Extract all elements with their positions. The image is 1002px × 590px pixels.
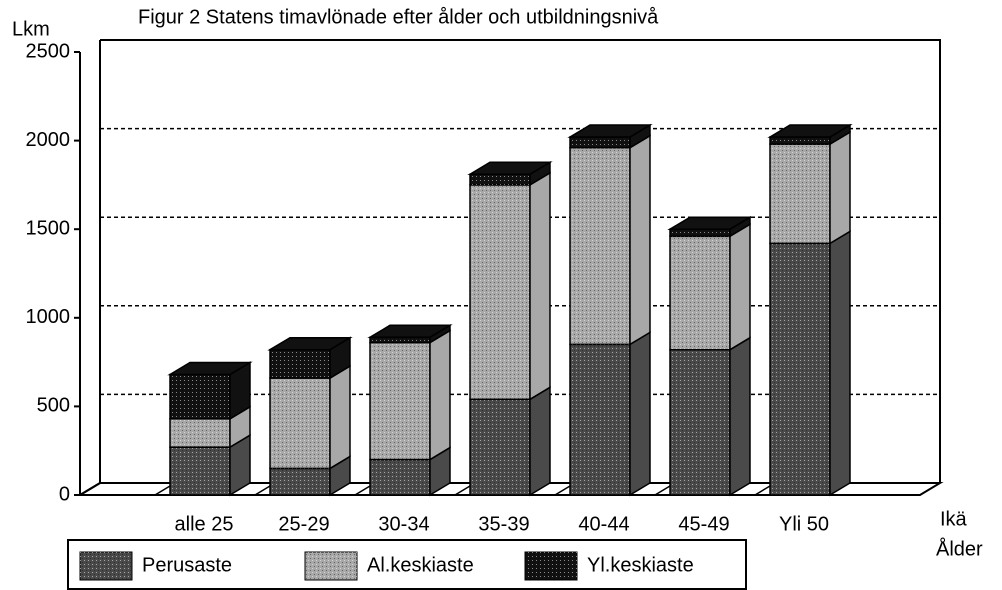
bar-texture bbox=[170, 374, 230, 419]
bar-top bbox=[167, 361, 253, 376]
chart-title: Figur 2 Statens timavlönade efter ålder … bbox=[138, 6, 659, 28]
bar-top bbox=[367, 324, 453, 339]
bar-texture bbox=[170, 418, 230, 448]
bar-texture bbox=[570, 147, 630, 345]
y-tick-label: 1500 bbox=[26, 217, 71, 239]
bar-side bbox=[329, 364, 351, 470]
bar-texture bbox=[270, 349, 330, 379]
bar-side bbox=[529, 385, 551, 497]
x-tick-label: 25-29 bbox=[278, 513, 329, 535]
y-tick-label: 0 bbox=[59, 483, 70, 505]
back-wall bbox=[100, 39, 941, 483]
bar-texture bbox=[370, 337, 430, 343]
x-tick-label: 40-44 bbox=[578, 513, 629, 535]
legend-label: Yl.keskiaste bbox=[587, 554, 694, 576]
bar-top bbox=[567, 124, 653, 138]
back-wall bbox=[79, 40, 101, 496]
y-tick-label: 500 bbox=[37, 395, 70, 417]
bar-texture bbox=[770, 144, 830, 244]
legend-texture bbox=[80, 552, 132, 580]
y-tick-label: 2000 bbox=[26, 129, 71, 151]
bar-texture bbox=[670, 229, 730, 237]
bar-texture bbox=[670, 236, 730, 350]
floor bbox=[76, 482, 944, 496]
bar-texture bbox=[270, 468, 330, 495]
legend-texture bbox=[305, 552, 357, 580]
bar-side bbox=[429, 329, 451, 461]
x-tick-label: 35-39 bbox=[478, 513, 529, 535]
y-tick-label: 1000 bbox=[26, 306, 71, 328]
bar-texture bbox=[770, 243, 830, 495]
bar-texture bbox=[670, 349, 730, 495]
bar-top bbox=[267, 336, 353, 351]
bar-texture bbox=[170, 447, 230, 495]
bar-top bbox=[667, 216, 753, 230]
bar-texture bbox=[270, 378, 330, 469]
bar-side bbox=[829, 130, 851, 245]
bar-texture bbox=[570, 344, 630, 495]
bar-texture bbox=[470, 174, 530, 185]
bar-side bbox=[629, 134, 651, 346]
x-tick-label: Yli 50 bbox=[779, 513, 829, 535]
bar-side bbox=[529, 171, 551, 401]
legend-box bbox=[67, 539, 747, 590]
bar-side bbox=[729, 222, 751, 352]
legend-label: Al.keskiaste bbox=[367, 554, 474, 576]
bar-top bbox=[767, 124, 853, 138]
x-axis-label: Ikä bbox=[940, 508, 968, 530]
bar-texture bbox=[470, 184, 530, 400]
legend-texture bbox=[525, 552, 577, 580]
bar-side bbox=[829, 230, 851, 497]
x-axis-label: Ålder bbox=[936, 537, 983, 560]
bar-side bbox=[629, 331, 651, 497]
x-tick-label: 45-49 bbox=[678, 513, 729, 535]
bar-side bbox=[729, 336, 751, 497]
y-axis-label: Lkm bbox=[12, 18, 50, 40]
x-tick-label: 30-34 bbox=[378, 513, 429, 535]
bar-texture bbox=[770, 137, 830, 145]
bar-texture bbox=[570, 137, 630, 148]
bar-texture bbox=[370, 459, 430, 495]
bar-texture bbox=[370, 342, 430, 460]
legend-label: Perusaste bbox=[142, 554, 232, 576]
x-tick-label: alle 25 bbox=[175, 513, 234, 535]
bar-top bbox=[467, 161, 553, 176]
y-tick-label: 2500 bbox=[26, 40, 71, 62]
bar-texture bbox=[470, 399, 530, 495]
